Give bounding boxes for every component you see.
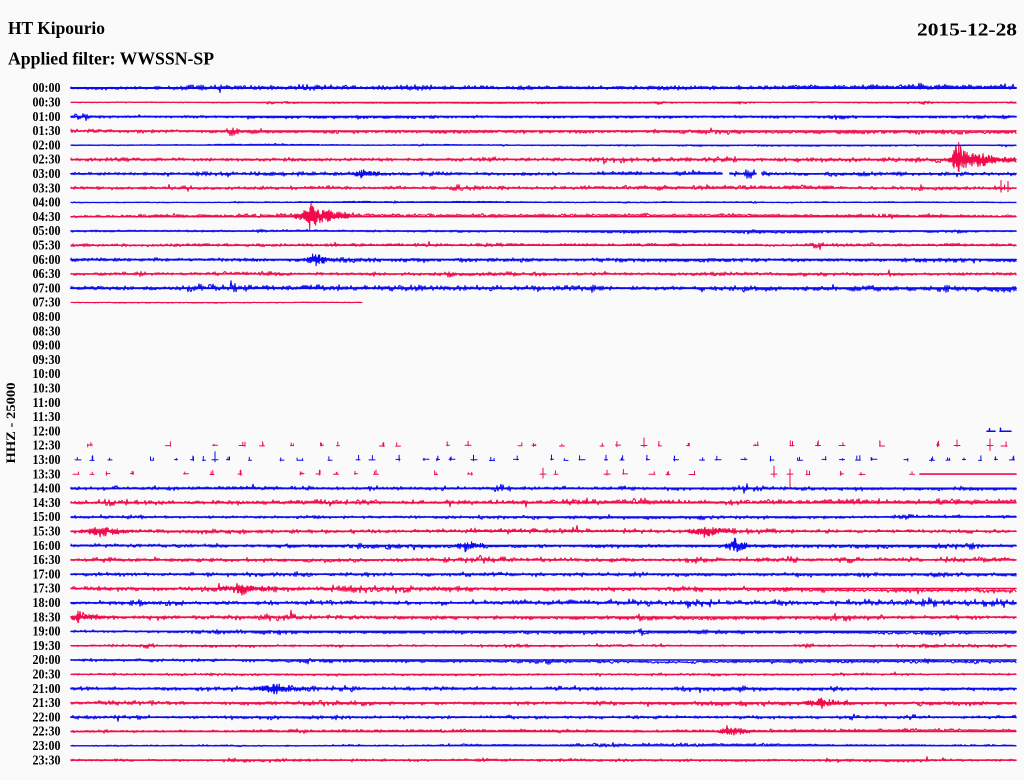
svg-text:04:30: 04:30 [33,210,61,225]
svg-text:11:00: 11:00 [33,396,61,411]
svg-text:05:30: 05:30 [33,239,61,254]
svg-text:19:00: 19:00 [33,625,61,640]
svg-text:HHZ - 25000: HHZ - 25000 [4,383,18,464]
svg-text:04:00: 04:00 [33,196,61,211]
svg-text:16:00: 16:00 [33,539,61,554]
svg-text:02:30: 02:30 [33,153,61,168]
svg-text:22:30: 22:30 [33,725,61,740]
svg-text:23:00: 23:00 [33,739,61,754]
svg-text:21:30: 21:30 [33,696,61,711]
svg-text:15:00: 15:00 [33,510,61,525]
svg-text:19:30: 19:30 [33,639,61,654]
svg-text:15:30: 15:30 [33,525,61,540]
svg-text:00:30: 00:30 [33,96,61,111]
svg-text:09:30: 09:30 [33,353,61,368]
svg-text:13:00: 13:00 [33,453,61,468]
svg-text:01:00: 01:00 [33,110,61,125]
svg-text:17:30: 17:30 [33,582,61,597]
svg-text:08:30: 08:30 [33,324,61,339]
svg-text:07:00: 07:00 [33,281,61,296]
svg-text:22:00: 22:00 [33,710,61,725]
svg-text:05:00: 05:00 [33,224,61,239]
svg-text:01:30: 01:30 [33,124,61,139]
svg-text:09:00: 09:00 [33,339,61,354]
svg-text:06:30: 06:30 [33,267,61,282]
svg-text:23:30: 23:30 [33,753,61,768]
svg-text:10:30: 10:30 [33,382,61,397]
svg-text:06:00: 06:00 [33,253,61,268]
svg-text:14:30: 14:30 [33,496,61,511]
svg-text:16:30: 16:30 [33,553,61,568]
svg-text:20:00: 20:00 [33,653,61,668]
svg-text:HT Kipourio: HT Kipourio [8,18,105,38]
svg-text:17:00: 17:00 [33,567,61,582]
svg-text:07:30: 07:30 [33,296,61,311]
svg-text:03:30: 03:30 [33,181,61,196]
svg-text:08:00: 08:00 [33,310,61,325]
svg-text:02:00: 02:00 [33,138,61,153]
svg-text:00:00: 00:00 [33,81,61,96]
svg-text:18:00: 18:00 [33,596,61,611]
svg-text:Applied filter: WWSSN-SP: Applied filter: WWSSN-SP [8,49,214,69]
svg-text:10:00: 10:00 [33,367,61,382]
svg-text:11:30: 11:30 [33,410,61,425]
svg-text:20:30: 20:30 [33,668,61,683]
svg-text:03:00: 03:00 [33,167,61,182]
svg-text:21:00: 21:00 [33,682,61,697]
svg-text:13:30: 13:30 [33,467,61,482]
svg-text:12:30: 12:30 [33,439,61,454]
svg-text:14:00: 14:00 [33,482,61,497]
svg-text:18:30: 18:30 [33,610,61,625]
svg-text:12:00: 12:00 [33,424,61,439]
svg-text:2015-12-28: 2015-12-28 [917,20,1017,40]
